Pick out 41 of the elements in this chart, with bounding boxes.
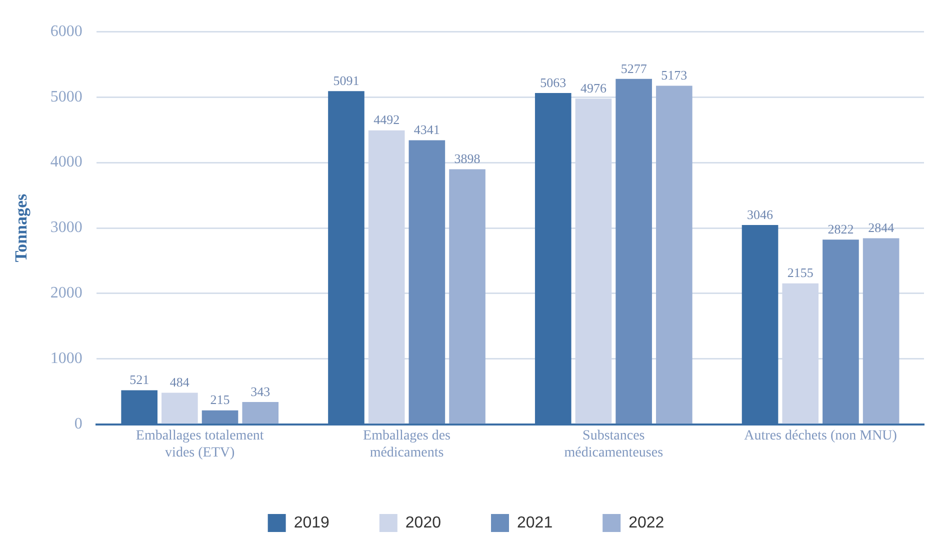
bar xyxy=(822,240,859,424)
data-label: 3898 xyxy=(454,151,480,166)
bar xyxy=(242,402,279,424)
data-label: 215 xyxy=(210,392,230,408)
legend-label: 2020 xyxy=(405,514,442,532)
x-tick-label: Autres déchets (non MNU) xyxy=(744,428,898,444)
data-label: 5277 xyxy=(620,60,648,76)
bar xyxy=(616,78,652,424)
y-tick-label: 5000 xyxy=(50,88,82,106)
bar xyxy=(862,238,900,424)
y-tick-label: 4000 xyxy=(50,154,82,171)
data-label: 2844 xyxy=(868,220,895,236)
data-label: 3046 xyxy=(747,206,774,222)
y-tick-label: 2000 xyxy=(50,284,82,302)
data-label: 343 xyxy=(250,384,270,399)
data-label: 5173 xyxy=(661,68,688,83)
y-tick-label: 3000 xyxy=(50,219,82,236)
x-tick-label: Emballages des médicaments xyxy=(363,428,450,460)
y-tick-label: 0 xyxy=(74,416,82,433)
data-label: 2822 xyxy=(828,222,854,237)
legend-label: 2019 xyxy=(294,514,330,532)
data-label: 521 xyxy=(130,372,150,388)
data-label: 4492 xyxy=(374,112,400,128)
data-label: 4341 xyxy=(414,122,440,138)
data-label: 5091 xyxy=(333,73,360,88)
data-label: 2155 xyxy=(787,265,814,280)
x-tick-label: Emballages totalement vides (ETV) xyxy=(136,428,264,460)
data-label: 5063 xyxy=(540,74,566,90)
data-label: 4976 xyxy=(580,80,607,96)
bar xyxy=(449,169,486,424)
y-tick-label: 6000 xyxy=(50,22,82,40)
bar xyxy=(202,410,238,424)
y-tick-label: 1000 xyxy=(50,350,82,368)
data-label: 484 xyxy=(170,374,190,390)
legend-label: 2021 xyxy=(517,514,553,532)
bar xyxy=(162,392,198,424)
bar xyxy=(408,140,446,424)
legend-label: 2022 xyxy=(628,514,664,532)
bar xyxy=(656,86,692,424)
y-axis-title: Tonnages xyxy=(12,193,31,262)
x-tick-label: Substances médicamenteuses xyxy=(564,428,664,460)
